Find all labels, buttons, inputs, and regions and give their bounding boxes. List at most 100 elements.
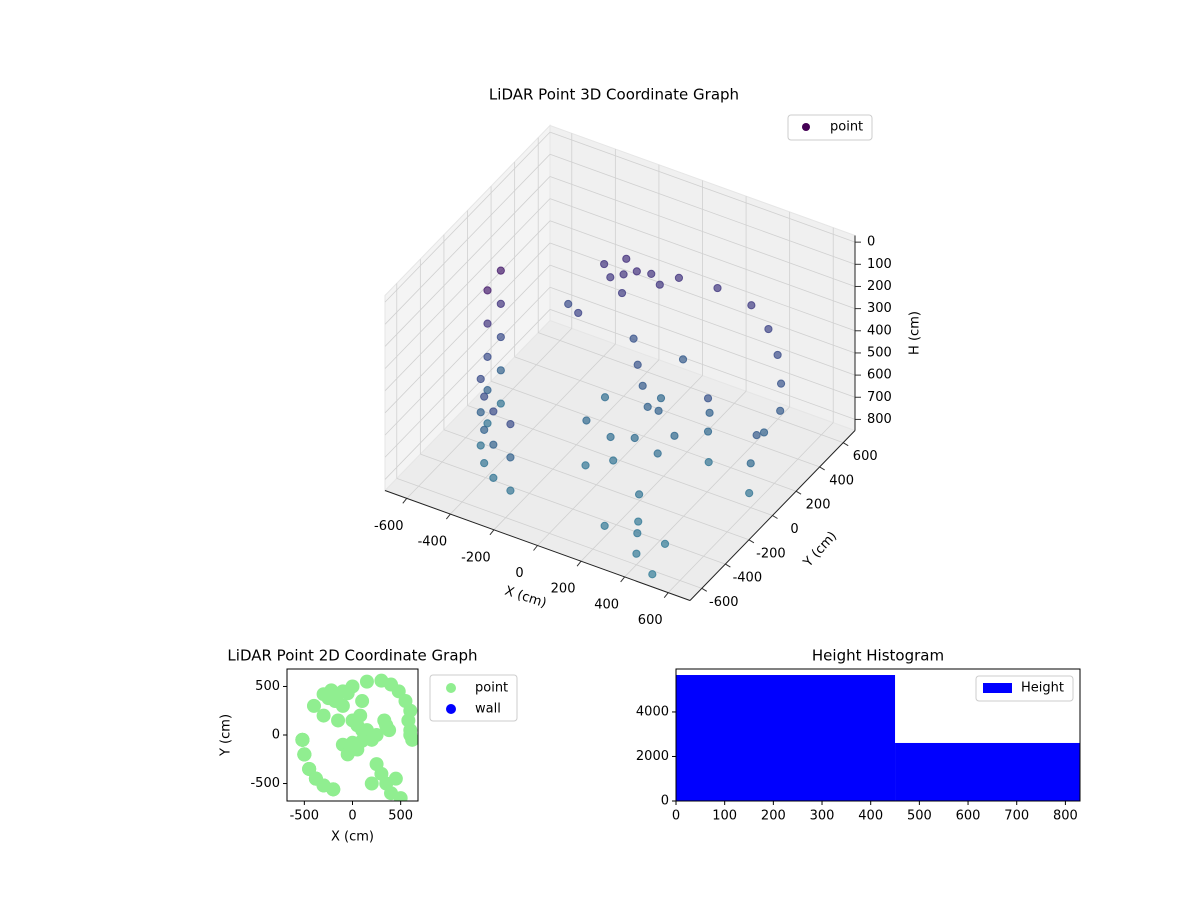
x-tick-label: 0 [672, 809, 680, 824]
chart-title: Height Histogram [812, 647, 944, 665]
y-axis-label: Y (cm) [219, 714, 234, 757]
grid-line [396, 477, 702, 589]
point [483, 286, 492, 295]
point [606, 432, 615, 442]
z-tick-label: 700 [867, 390, 892, 405]
point [489, 473, 498, 483]
point [609, 456, 618, 465]
legend-marker [446, 704, 456, 714]
point [600, 393, 610, 402]
point [746, 459, 755, 468]
z-tick-label: 400 [867, 323, 892, 338]
point [331, 713, 346, 728]
point [638, 381, 647, 390]
point [704, 458, 713, 467]
point [496, 366, 505, 375]
point [660, 539, 670, 548]
point [345, 679, 360, 694]
point [489, 440, 498, 449]
grid-line [549, 242, 856, 354]
x-tick-label: 100 [712, 809, 737, 824]
point [635, 490, 644, 499]
y-tick-label: -500 [250, 776, 280, 791]
x-tick [620, 576, 626, 583]
z-tick-label: 200 [867, 279, 892, 294]
point [295, 732, 310, 747]
y-tick [795, 490, 802, 495]
grid-line [384, 176, 551, 347]
z-tick-label: 800 [867, 412, 892, 427]
point [747, 301, 756, 310]
point [670, 431, 679, 440]
point [773, 350, 782, 360]
z-tick-label: 600 [867, 368, 892, 383]
point [703, 394, 713, 403]
x-tick-label: 400 [858, 809, 883, 824]
point [632, 267, 641, 276]
legend-label: Height [1021, 681, 1064, 696]
y-tick-label: 400 [829, 473, 854, 488]
x-tick-label: 800 [1053, 809, 1078, 824]
y-tick [772, 515, 778, 519]
point [496, 332, 505, 342]
bar [676, 675, 896, 801]
x-tick [489, 529, 495, 536]
point [476, 441, 485, 450]
point [306, 698, 321, 713]
y-tick-label: 0 [272, 728, 280, 743]
point [377, 713, 392, 728]
point [632, 549, 641, 558]
y-tick-label: 200 [806, 498, 831, 513]
point [359, 674, 374, 689]
point [506, 453, 515, 462]
grid-line [549, 153, 856, 265]
y-tick-label: 600 [853, 449, 878, 464]
x-tick-label: -200 [461, 550, 491, 565]
point [480, 425, 489, 434]
point [678, 355, 688, 364]
x-tick-label: 0 [515, 566, 523, 581]
x-tick-label: 500 [907, 809, 932, 824]
point [483, 319, 492, 328]
point [776, 406, 785, 415]
point [496, 266, 505, 275]
y-tick-label: -400 [733, 571, 763, 586]
point [764, 324, 773, 334]
point [606, 273, 615, 282]
legend-label: wall [475, 702, 501, 717]
point [600, 259, 609, 269]
point [581, 461, 590, 470]
point [617, 288, 627, 298]
point [705, 408, 714, 417]
grid-line [467, 405, 773, 516]
point [648, 570, 657, 579]
x-tick-label: -400 [418, 535, 448, 550]
point [582, 416, 591, 425]
x-tick-label: 600 [638, 613, 663, 628]
point [654, 406, 663, 415]
point [391, 684, 406, 699]
x-tick [576, 560, 582, 567]
chart-title: LiDAR Point 3D Coordinate Graph [489, 86, 739, 104]
x-tick-label: 600 [956, 809, 981, 824]
grid-line [549, 286, 856, 398]
point [353, 708, 368, 723]
point [297, 747, 312, 762]
point [506, 486, 515, 495]
grid-line [384, 309, 551, 480]
grid-line [549, 309, 856, 420]
point [633, 360, 642, 369]
x-tick-label: 700 [1004, 809, 1029, 824]
grid-line [549, 220, 856, 332]
grid-line [538, 332, 844, 444]
legend-label: point [830, 120, 863, 135]
x-tick-label: 0 [348, 809, 356, 824]
grid-line [384, 198, 551, 369]
x-tick [533, 545, 538, 551]
x-tick-label: 300 [810, 809, 835, 824]
y-tick-label: 4000 [636, 704, 669, 719]
bar [895, 742, 1080, 801]
y-tick [819, 466, 825, 471]
point [496, 399, 505, 408]
legend-marker [802, 123, 810, 131]
